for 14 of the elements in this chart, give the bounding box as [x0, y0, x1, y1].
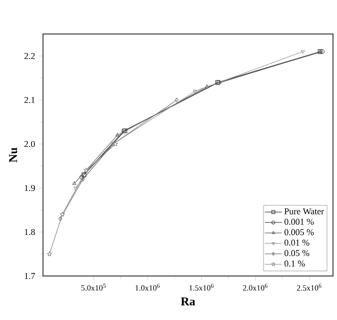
y-tick-label: 2.1	[24, 96, 35, 104]
y-tick-label: 2.2	[24, 52, 35, 60]
y-tick-label: 2.0	[24, 140, 35, 148]
y-tick-label: 1.8	[24, 228, 35, 236]
legend-label: 0.01 %	[284, 240, 310, 246]
y-tick-label: 1.7	[24, 272, 35, 280]
legend-label: 0.1 %	[284, 260, 305, 267]
x-axis-title: Ra	[180, 297, 196, 306]
legend-label: 0.001 %	[284, 218, 314, 225]
y-tick-label: 1.9	[24, 184, 35, 192]
legend-label: 0.005 %	[284, 229, 314, 236]
legend-label: Pure Water	[284, 208, 324, 214]
legend-label: 0.05 %	[284, 250, 310, 256]
y-axis-title: Nu	[9, 148, 18, 162]
